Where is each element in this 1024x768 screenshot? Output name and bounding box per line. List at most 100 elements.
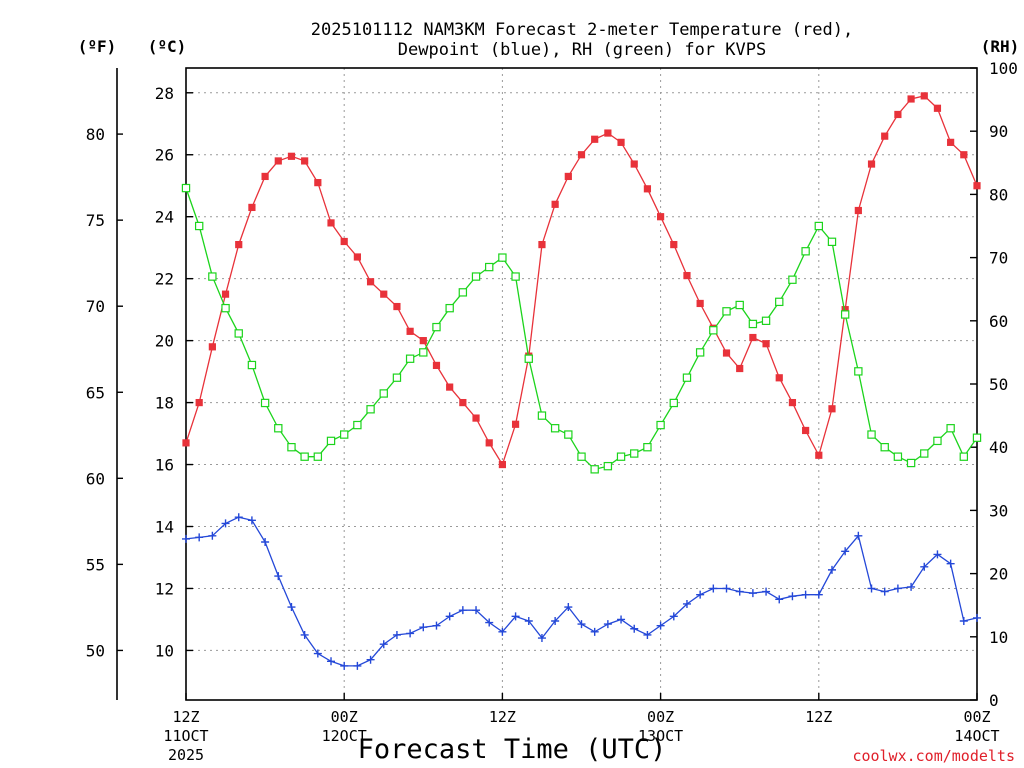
dewpoint-point [234,513,243,522]
rh-point [181,183,191,193]
temperature-point [867,160,876,168]
rh-point [537,411,547,420]
temperature-point [591,135,599,143]
dewpoint-point [682,599,691,608]
rh-tick-label: 20 [989,565,1008,584]
rh-point [550,424,560,433]
time-tick-date-label: 11OCT [163,727,208,745]
dewpoint-point [498,627,507,636]
temperature-point [736,364,744,373]
rh-point [511,272,520,281]
temperature-point [235,240,243,249]
fahrenheit-axis: 50 55 60 65 70 75 80 [86,125,123,660]
temperature-point [854,206,862,215]
rh-point [221,303,230,313]
temperature-point [287,152,296,160]
rh-tick-label: 80 [989,185,1008,204]
fahrenheit-tick-label: 75 [86,211,105,230]
dewpoint-point [551,617,560,625]
dewpoint-point [208,531,217,540]
rh-point [616,452,626,461]
fahrenheit-tick-label: 50 [86,641,105,660]
temperature-point [393,302,401,311]
dewpoint-point [247,516,256,525]
rh-point [761,316,771,326]
dewpoint-point [735,587,744,596]
temperature-point [261,172,269,181]
dewpoint-point [300,630,309,639]
rh-tick-label: 100 [989,59,1018,78]
temperature-point [314,179,322,187]
temperature-point [577,151,586,159]
temperature-point [749,333,757,342]
celsius-axis: 10 12 14 16 18 20 22 24 26 28 [155,84,193,660]
rh-point [590,465,599,474]
rh-point [274,424,283,433]
temperature-point [406,327,414,335]
rh-tick-label: 90 [989,122,1008,141]
rh-point [577,452,586,461]
dewpoint-point [353,661,362,670]
rh-point [300,452,309,461]
temperature-point [933,104,942,112]
rh-point [353,420,362,430]
temperature-point [301,157,309,165]
dewpoint-point [511,612,520,621]
rh-tick-label: 40 [989,438,1008,457]
rh-point [405,354,415,363]
temperature-point [538,240,546,249]
rh-point [366,405,375,414]
dewpoint-point [920,562,929,571]
rh-point [840,310,850,319]
celsius-tick-label: 22 [155,270,174,289]
rh-point [920,449,929,458]
dewpoint-point [617,615,626,624]
rh-point [709,326,718,335]
dewpoint-point [748,589,757,598]
temperature-point [815,451,823,459]
rh-point [247,360,257,370]
rh-point [695,348,705,357]
temperature-point [551,200,559,208]
dewpoint-point [880,587,889,596]
rh-point [326,436,336,446]
temperature-point [670,240,678,249]
temperature-point [459,398,467,407]
rh-point [208,272,217,281]
chart-subtitle: Dewpoint (blue), RH (green) for KVPS [398,40,766,60]
dewpoint-point [946,559,955,568]
rh-point [722,307,731,316]
temperature-point [657,213,665,221]
temperature-point [485,439,493,447]
rh-point [234,329,243,338]
temperature-point [973,182,981,190]
temperature-point [564,172,572,181]
rh-tick-label: 70 [989,249,1008,268]
dewpoint-point [775,595,784,604]
rh-point [643,443,652,452]
time-tick-label: 00Z [647,708,674,726]
temperature-point [366,278,375,286]
dewpoint-point [432,621,441,630]
time-tick-label: 12Z [805,708,832,726]
dewpoint-point [827,565,836,574]
dewpoint-point [814,590,823,599]
dewpoint-point [261,538,270,546]
celsius-tick-label: 26 [155,146,174,165]
rh-point [748,319,758,329]
dewpoint-point [603,620,612,629]
rh-point [392,373,402,382]
fahrenheit-unit-label: (ºF) [78,37,117,56]
temperature-point [762,340,770,348]
rh-point [458,288,468,297]
time-tick-year-label: 2025 [168,746,204,764]
dewpoint-point [590,627,599,636]
temperature-point [274,157,282,165]
rh-point [867,430,876,439]
temperature-point [340,237,348,246]
series-layer [181,92,982,670]
temperature-point [182,439,190,447]
rh-point [656,420,665,430]
dewpoint-point [379,640,388,649]
